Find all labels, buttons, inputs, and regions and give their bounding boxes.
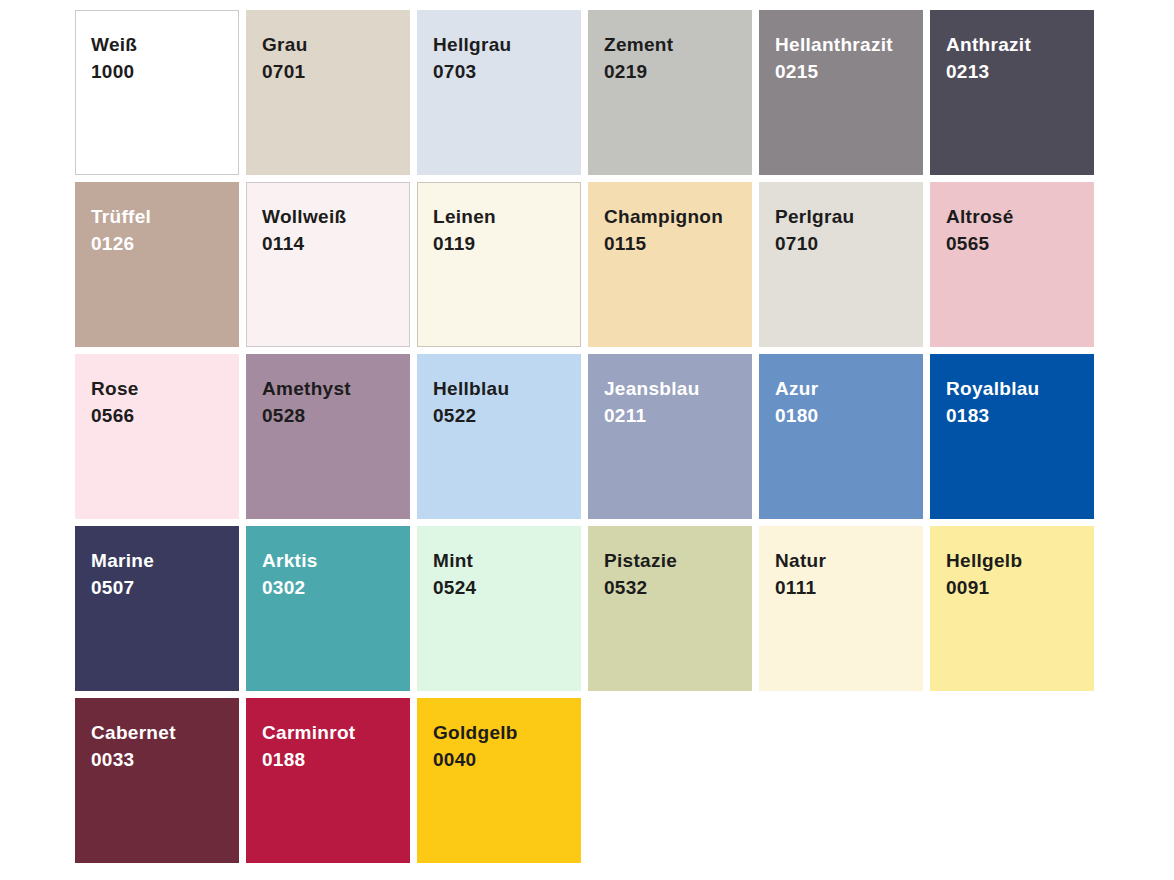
swatch-name: Grau — [262, 31, 395, 58]
swatch-name: Amethyst — [262, 375, 395, 402]
swatch-name: Azur — [775, 375, 908, 402]
swatch-code: 0188 — [262, 746, 395, 773]
swatch-0522[interactable]: Hellblau0522 — [417, 354, 581, 519]
swatch-code: 0040 — [433, 746, 566, 773]
swatch-name: Weiß — [91, 31, 224, 58]
swatch-code: 0219 — [604, 58, 737, 85]
swatch-name: Perlgrau — [775, 203, 908, 230]
swatch-0565[interactable]: Altrosé0565 — [930, 182, 1094, 347]
swatch-code: 0532 — [604, 574, 737, 601]
swatch-0211[interactable]: Jeansblau0211 — [588, 354, 752, 519]
swatch-0215[interactable]: Hellanthrazit0215 — [759, 10, 923, 175]
swatch-code: 0033 — [91, 746, 224, 773]
swatch-name: Royalblau — [946, 375, 1079, 402]
swatch-name: Hellblau — [433, 375, 566, 402]
swatch-name: Hellgrau — [433, 31, 566, 58]
swatch-code: 1000 — [91, 58, 224, 85]
swatch-code: 0703 — [433, 58, 566, 85]
swatch-0119[interactable]: Leinen0119 — [417, 182, 581, 347]
swatch-code: 0507 — [91, 574, 224, 601]
swatch-0703[interactable]: Hellgrau0703 — [417, 10, 581, 175]
swatch-0219[interactable]: Zement0219 — [588, 10, 752, 175]
swatch-name: Marine — [91, 547, 224, 574]
swatch-name: Goldgelb — [433, 719, 566, 746]
color-swatch-grid: Weiß1000Grau0701Hellgrau0703Zement0219He… — [75, 10, 1094, 863]
swatch-code: 0213 — [946, 58, 1079, 85]
swatch-0114[interactable]: Wollweiß0114 — [246, 182, 410, 347]
swatch-0183[interactable]: Royalblau0183 — [930, 354, 1094, 519]
swatch-0532[interactable]: Pistazie0532 — [588, 526, 752, 691]
swatch-code: 0126 — [91, 230, 224, 257]
swatch-code: 0565 — [946, 230, 1079, 257]
swatch-code: 0566 — [91, 402, 224, 429]
swatch-code: 0524 — [433, 574, 566, 601]
swatch-0115[interactable]: Champignon0115 — [588, 182, 752, 347]
swatch-0701[interactable]: Grau0701 — [246, 10, 410, 175]
swatch-0524[interactable]: Mint0524 — [417, 526, 581, 691]
swatch-code: 0183 — [946, 402, 1079, 429]
swatch-name: Trüffel — [91, 203, 224, 230]
swatch-code: 0119 — [433, 230, 566, 257]
swatch-1000[interactable]: Weiß1000 — [75, 10, 239, 175]
swatch-code: 0114 — [262, 230, 395, 257]
swatch-name: Jeansblau — [604, 375, 737, 402]
swatch-name: Hellanthrazit — [775, 31, 908, 58]
swatch-0213[interactable]: Anthrazit0213 — [930, 10, 1094, 175]
swatch-name: Rose — [91, 375, 224, 402]
swatch-0188[interactable]: Carminrot0188 — [246, 698, 410, 863]
swatch-0507[interactable]: Marine0507 — [75, 526, 239, 691]
swatch-0180[interactable]: Azur0180 — [759, 354, 923, 519]
swatch-name: Wollweiß — [262, 203, 395, 230]
swatch-name: Leinen — [433, 203, 566, 230]
swatch-name: Cabernet — [91, 719, 224, 746]
swatch-code: 0302 — [262, 574, 395, 601]
swatch-name: Pistazie — [604, 547, 737, 574]
swatch-code: 0522 — [433, 402, 566, 429]
swatch-name: Mint — [433, 547, 566, 574]
swatch-0033[interactable]: Cabernet0033 — [75, 698, 239, 863]
swatch-0528[interactable]: Amethyst0528 — [246, 354, 410, 519]
swatch-code: 0111 — [775, 574, 908, 601]
swatch-name: Hellgelb — [946, 547, 1079, 574]
swatch-name: Zement — [604, 31, 737, 58]
swatch-name: Arktis — [262, 547, 395, 574]
swatch-0710[interactable]: Perlgrau0710 — [759, 182, 923, 347]
swatch-name: Altrosé — [946, 203, 1079, 230]
swatch-code: 0180 — [775, 402, 908, 429]
swatch-0040[interactable]: Goldgelb0040 — [417, 698, 581, 863]
swatch-code: 0115 — [604, 230, 737, 257]
swatch-0566[interactable]: Rose0566 — [75, 354, 239, 519]
swatch-0111[interactable]: Natur0111 — [759, 526, 923, 691]
swatch-0302[interactable]: Arktis0302 — [246, 526, 410, 691]
swatch-code: 0701 — [262, 58, 395, 85]
swatch-code: 0091 — [946, 574, 1079, 601]
swatch-code: 0215 — [775, 58, 908, 85]
swatch-name: Champignon — [604, 203, 737, 230]
swatch-name: Anthrazit — [946, 31, 1079, 58]
swatch-name: Natur — [775, 547, 908, 574]
color-chart-page: Weiß1000Grau0701Hellgrau0703Zement0219He… — [0, 0, 1174, 880]
swatch-code: 0528 — [262, 402, 395, 429]
swatch-name: Carminrot — [262, 719, 395, 746]
swatch-0126[interactable]: Trüffel0126 — [75, 182, 239, 347]
swatch-code: 0710 — [775, 230, 908, 257]
swatch-0091[interactable]: Hellgelb0091 — [930, 526, 1094, 691]
swatch-code: 0211 — [604, 402, 737, 429]
